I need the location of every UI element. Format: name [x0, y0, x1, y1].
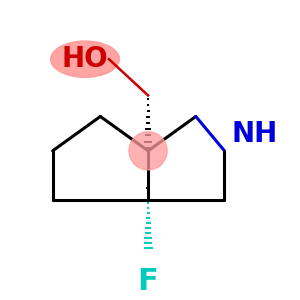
Text: F: F — [138, 267, 158, 296]
Text: HO: HO — [62, 45, 108, 73]
Text: NH: NH — [231, 120, 278, 148]
Circle shape — [129, 132, 167, 170]
Ellipse shape — [51, 41, 119, 77]
